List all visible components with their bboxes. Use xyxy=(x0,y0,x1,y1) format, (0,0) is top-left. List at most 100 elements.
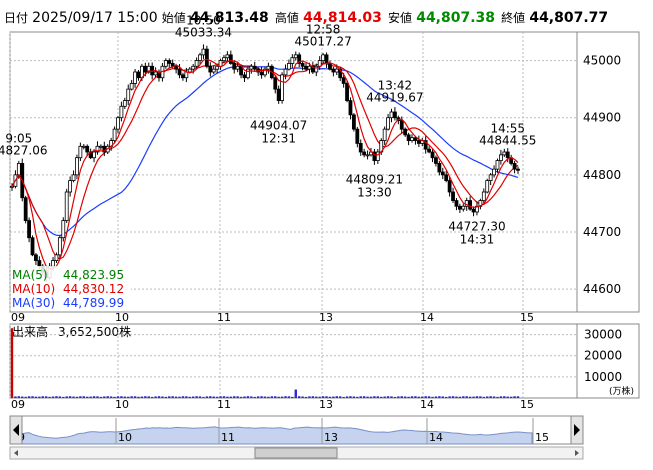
candle xyxy=(468,200,473,210)
volume-bar xyxy=(72,396,75,398)
candle xyxy=(447,180,452,193)
scrollbar-thumb[interactable] xyxy=(254,447,338,459)
ma5-line xyxy=(11,58,519,270)
candle xyxy=(416,140,421,144)
time-tick-label: 09 xyxy=(11,311,25,324)
candle xyxy=(341,77,346,84)
high-value: 44,814.03 xyxy=(303,10,382,26)
candle xyxy=(211,68,216,73)
volume-bar xyxy=(34,396,38,398)
volume-bar xyxy=(55,396,58,398)
volume-bar xyxy=(359,396,362,398)
volume-bar xyxy=(150,396,154,398)
volume-time-tick-label: 13 xyxy=(319,398,333,411)
navigator-right-handle[interactable] xyxy=(570,415,584,445)
volume-bar xyxy=(362,396,366,398)
candle xyxy=(208,65,213,73)
volume-bar xyxy=(349,396,352,398)
candle xyxy=(502,151,507,156)
volume-bar xyxy=(250,396,253,398)
date-label: 日付 xyxy=(4,11,29,25)
candle xyxy=(222,57,226,61)
volume-grid xyxy=(9,324,577,398)
volume-bar xyxy=(287,396,291,398)
volume-bar xyxy=(291,396,294,398)
volume-bar xyxy=(229,396,233,398)
volume-bar xyxy=(328,396,332,398)
candle xyxy=(403,128,408,136)
navigator-left-handle[interactable] xyxy=(9,415,23,445)
candle xyxy=(485,180,490,193)
volume-bar xyxy=(212,396,215,398)
volume-axis-panel xyxy=(576,323,640,399)
time-tick-label: 15 xyxy=(520,311,534,324)
volume-bar xyxy=(499,396,503,398)
candle xyxy=(488,174,493,181)
annotation-time: 14:55 xyxy=(490,121,525,135)
candle xyxy=(512,163,517,170)
volume-bar xyxy=(99,396,103,398)
volume-bar xyxy=(424,396,427,398)
annotation-time: 14:31 xyxy=(460,232,495,246)
candle xyxy=(191,65,196,70)
candle xyxy=(177,68,182,76)
volume-bar xyxy=(383,396,386,398)
volume-bar xyxy=(451,396,455,398)
scroll-left-icon[interactable] xyxy=(14,450,18,456)
navigator-area xyxy=(21,426,533,445)
candle xyxy=(153,71,158,76)
candle xyxy=(246,68,250,79)
annotation-time: 12:58 xyxy=(306,23,341,37)
volume-bar xyxy=(246,396,250,398)
candle xyxy=(437,163,442,173)
ma5-path xyxy=(11,58,519,270)
candle xyxy=(516,168,520,171)
candle xyxy=(372,151,377,161)
candle xyxy=(184,71,189,79)
volume-bar xyxy=(410,396,414,398)
volume-panel xyxy=(9,323,578,399)
candle xyxy=(358,143,363,153)
volume-bar xyxy=(263,396,267,398)
time-axis-ticks: 09 10 11 13 14 15 xyxy=(11,311,534,324)
navigator-scrollbar[interactable] xyxy=(9,446,584,460)
volume-bar xyxy=(332,396,335,398)
volume-bar xyxy=(270,396,274,398)
volume-bar xyxy=(465,396,468,398)
volume-bar xyxy=(335,396,338,398)
candle xyxy=(201,48,206,56)
volume-bar xyxy=(475,396,479,398)
volume-bar xyxy=(397,396,400,398)
candle xyxy=(235,65,240,70)
candle xyxy=(163,60,168,67)
volume-time-tick-label: 11 xyxy=(217,398,231,411)
candle xyxy=(345,83,349,101)
volume-bar xyxy=(137,396,140,398)
candle xyxy=(187,68,192,73)
volume-bar xyxy=(503,396,506,398)
volume-bar xyxy=(325,396,328,398)
volume-unit: (万株) xyxy=(609,385,634,397)
volume-bar xyxy=(103,396,106,398)
volume-bar xyxy=(414,396,417,398)
volume-bar xyxy=(356,396,359,398)
volume-bar xyxy=(427,396,431,398)
volume-bar xyxy=(431,396,434,398)
volume-axis-ticks: 10000 20000 30000 xyxy=(584,328,622,384)
volume-bar xyxy=(236,396,239,398)
volume-bar xyxy=(256,396,260,398)
candle xyxy=(136,71,141,79)
navigator-tick-label: 11 xyxy=(221,431,235,444)
candle xyxy=(471,208,476,213)
candle xyxy=(126,88,131,101)
candle xyxy=(393,111,397,119)
candle xyxy=(119,105,124,119)
volume-bar xyxy=(62,396,65,398)
scroll-right-icon[interactable] xyxy=(575,450,579,456)
candle xyxy=(30,237,35,256)
annotation-value: 44844.55 xyxy=(479,133,536,147)
navigator-tick-label: 13 xyxy=(324,431,338,444)
volume-bar xyxy=(462,396,465,398)
volume-bar xyxy=(277,396,280,398)
candle xyxy=(276,88,281,101)
